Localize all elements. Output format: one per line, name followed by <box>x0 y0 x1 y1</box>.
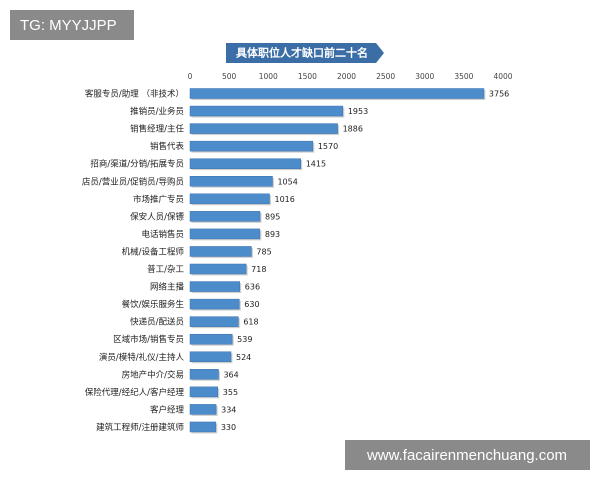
bar <box>189 176 273 187</box>
y-tick-label: 餐饮/娱乐服务生 <box>122 299 185 310</box>
x-tick-label: 0 <box>188 72 193 81</box>
value-label: 636 <box>245 283 260 292</box>
value-label: 1016 <box>275 195 295 204</box>
y-tick-label: 网络主播 <box>150 282 185 293</box>
title-banner <box>226 43 384 63</box>
y-tick-label: 房地产中介/交易 <box>122 369 184 380</box>
x-tick-label: 2000 <box>337 72 356 81</box>
y-tick-label: 机械/设备工程师 <box>122 246 185 257</box>
y-tick-label: 普工/杂工 <box>147 264 184 275</box>
value-label: 355 <box>223 388 238 397</box>
y-tick-label: 推销员/业务员 <box>130 106 184 117</box>
value-label: 893 <box>265 230 280 239</box>
chart-title: 具体职位人才缺口前二十名 <box>236 46 368 60</box>
y-tick-label: 客服专员/助理 （非技术） <box>85 89 184 100</box>
y-tick-label: 保安人员/保镖 <box>130 211 184 222</box>
watermark: www.facairenmenchuang.com <box>366 447 567 464</box>
x-tick-label: 4000 <box>493 72 512 81</box>
y-tick-label: 快递员/配送员 <box>130 317 184 328</box>
bar <box>189 281 241 292</box>
value-label: 539 <box>237 335 252 344</box>
y-tick-label: 区域市场/销售专员 <box>113 334 184 345</box>
y-tick-label: 客户经理 <box>150 404 185 415</box>
bar <box>189 228 261 240</box>
y-tick-label: 市场推广专员 <box>133 194 184 205</box>
value-label: 618 <box>243 318 258 327</box>
bar <box>189 193 270 205</box>
bar <box>189 105 344 117</box>
y-tick-label: 电话销售员 <box>141 229 184 240</box>
value-label: 524 <box>236 353 251 362</box>
bar <box>189 298 240 310</box>
y-tick-label: 店员/营业员/促销员/导购员 <box>82 176 184 187</box>
x-tick-label: 3000 <box>415 72 434 81</box>
x-tick-label: 3500 <box>454 72 473 81</box>
bar <box>189 263 247 275</box>
y-tick-label: 销售代表 <box>150 141 185 152</box>
bar <box>189 123 338 134</box>
watermark-box <box>345 440 590 470</box>
bar <box>189 140 314 152</box>
y-tick-label: 建筑工程师/注册建筑师 <box>96 422 184 433</box>
x-tick-label: 2500 <box>376 72 395 81</box>
value-label: 785 <box>256 247 271 256</box>
value-label: 1054 <box>277 177 297 186</box>
watermark-box <box>10 10 134 40</box>
value-label: 718 <box>251 265 266 274</box>
bar <box>189 211 261 222</box>
y-tick-label: 保险代理/经纪人/客户经理 <box>85 387 185 398</box>
bar <box>189 316 239 327</box>
value-label: 3756 <box>489 90 509 99</box>
bar <box>189 333 233 345</box>
bar <box>189 369 219 380</box>
y-tick-label: 销售经理/主任 <box>130 124 184 135</box>
bar <box>189 88 485 99</box>
value-label: 330 <box>221 423 236 432</box>
value-label: 1953 <box>348 107 368 116</box>
value-label: 895 <box>265 212 280 221</box>
value-label: 1415 <box>306 160 326 169</box>
value-label: 364 <box>223 370 238 379</box>
x-tick-label: 1000 <box>259 72 278 81</box>
value-label: 630 <box>244 300 259 309</box>
bar <box>189 404 217 415</box>
bar <box>189 386 219 398</box>
bar <box>189 246 252 257</box>
x-tick-label: 500 <box>222 72 237 81</box>
bar <box>189 351 232 362</box>
value-label: 1570 <box>318 142 338 151</box>
y-tick-label: 演员/模特/礼仪/主持人 <box>99 352 185 363</box>
watermark: TG: MYYJJPP <box>20 17 117 34</box>
value-label: 1886 <box>343 125 363 134</box>
value-label: 334 <box>221 405 236 414</box>
x-tick-label: 1500 <box>298 72 317 81</box>
bar <box>189 158 301 169</box>
bar <box>189 421 217 433</box>
y-tick-label: 招商/渠道/分销/拓展专员 <box>90 159 184 170</box>
